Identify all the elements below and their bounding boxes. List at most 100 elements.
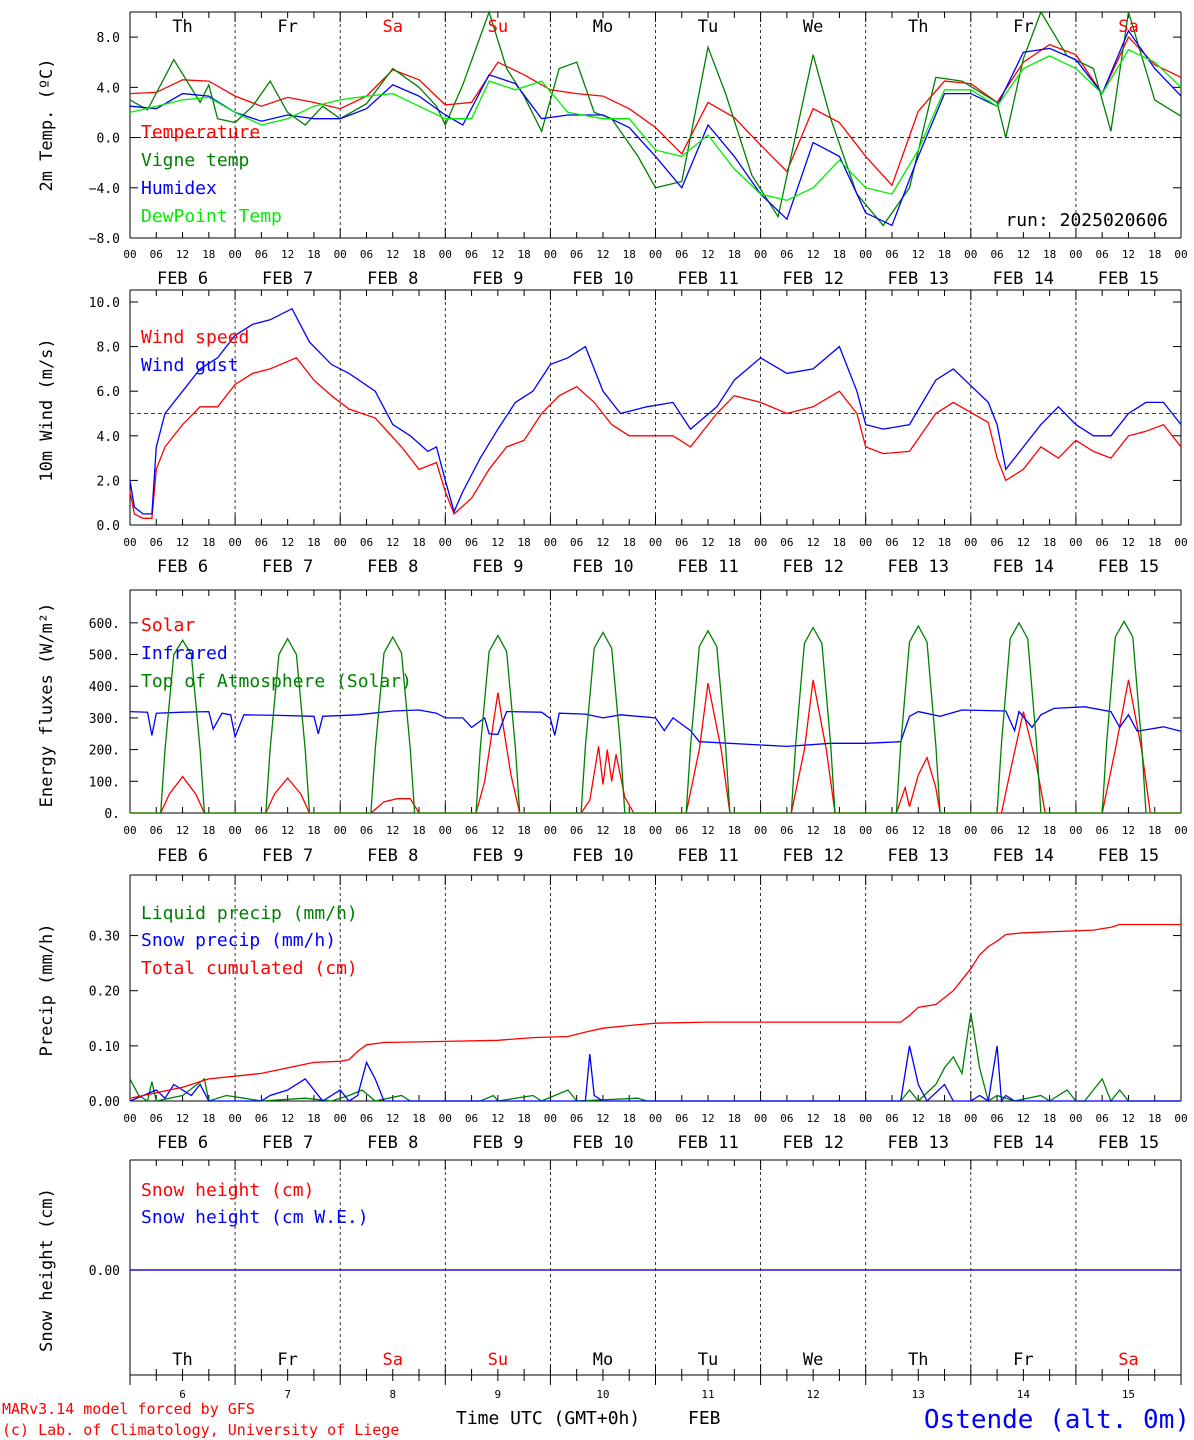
hour-label: 06 (885, 536, 898, 549)
hour-label: 00 (334, 824, 347, 837)
hour-label: 00 (228, 536, 241, 549)
hour-label: 06 (150, 1112, 163, 1125)
weekday-label: Sa (383, 17, 403, 37)
day-number: 14 (1017, 1388, 1031, 1401)
hour-label: 00 (754, 536, 767, 549)
series-line (129, 307, 1182, 515)
hour-label: 12 (1017, 536, 1030, 549)
hour-label: 18 (202, 1112, 215, 1125)
legend-entry: DewPoint Temp (141, 206, 282, 227)
hour-label: 12 (807, 824, 820, 837)
hour-label: 18 (1043, 824, 1056, 837)
hour-label: 00 (964, 248, 977, 261)
hour-label: 00 (964, 536, 977, 549)
date-label: FEB 9 (472, 846, 523, 866)
weekday-label: Su (488, 17, 508, 37)
hour-label: 12 (596, 536, 609, 549)
day-number: 8 (389, 1388, 396, 1401)
hour-label: 00 (754, 1112, 767, 1125)
series-line (129, 29, 1182, 227)
hour-label: 12 (807, 536, 820, 549)
hour-label: 18 (412, 1112, 425, 1125)
y-tick-label: 6.0 (97, 385, 120, 400)
hour-label: 18 (1148, 536, 1161, 549)
hour-label: 18 (623, 824, 636, 837)
date-label: FEB 11 (677, 269, 738, 289)
date-label: FEB 9 (472, 269, 523, 289)
hour-label: 12 (386, 824, 399, 837)
date-label: FEB 6 (157, 557, 208, 577)
date-label: FEB 6 (157, 269, 208, 289)
hour-label: 18 (938, 824, 951, 837)
hour-label: 12 (176, 248, 189, 261)
series-line (130, 679, 1181, 814)
hour-label: 00 (649, 1112, 662, 1125)
hour-label: 00 (649, 824, 662, 837)
hour-label: 00 (439, 248, 452, 261)
hour-label: 06 (885, 1112, 898, 1125)
date-label: FEB 14 (993, 269, 1054, 289)
hour-label: 18 (728, 536, 741, 549)
y-tick-label: 8.0 (97, 341, 120, 356)
hour-label: 00 (649, 536, 662, 549)
legend-entry: Top of Atmosphere (Solar) (141, 671, 412, 692)
series-line (129, 923, 1181, 1099)
date-label: FEB 13 (888, 557, 949, 577)
hour-label: 06 (675, 536, 688, 549)
hour-label: 00 (1174, 1112, 1187, 1125)
hour-label: 06 (885, 248, 898, 261)
weekday-label-bottom: We (803, 1350, 823, 1370)
hour-label: 12 (281, 536, 294, 549)
y-tick-label: 0.0 (97, 132, 120, 147)
hour-label: 00 (228, 1112, 241, 1125)
weekday-label-bottom: Mo (593, 1350, 613, 1370)
station-name: Ostende (alt. 0m) (924, 1405, 1190, 1435)
hour-label: 00 (964, 824, 977, 837)
hour-label: 12 (1122, 824, 1135, 837)
y-tick-label: 100. (89, 775, 120, 790)
hour-label: 06 (675, 824, 688, 837)
date-label: FEB 12 (782, 557, 843, 577)
date-label: FEB 8 (367, 846, 418, 866)
date-label: FEB 8 (367, 269, 418, 289)
hour-label: 00 (228, 248, 241, 261)
date-label: FEB 11 (677, 846, 738, 866)
y-tick-label: 0.10 (89, 1040, 120, 1055)
weekday-label: Fr (1013, 17, 1033, 37)
date-label: FEB 10 (572, 269, 633, 289)
hour-label: 00 (439, 536, 452, 549)
day-number: 15 (1122, 1388, 1135, 1401)
hour-label: 06 (570, 1112, 583, 1125)
hour-label: 00 (1174, 248, 1187, 261)
date-label: FEB 13 (888, 269, 949, 289)
hour-label: 00 (754, 824, 767, 837)
date-label: FEB 15 (1098, 269, 1159, 289)
series-line (129, 9, 1182, 227)
hour-label: 18 (728, 824, 741, 837)
hour-label: 06 (780, 248, 793, 261)
hour-label: 18 (307, 536, 320, 549)
date-label: FEB 7 (262, 846, 313, 866)
hour-label: 18 (1148, 1112, 1161, 1125)
hour-label: 06 (675, 248, 688, 261)
hour-label: 12 (807, 1112, 820, 1125)
hour-label: 00 (334, 248, 347, 261)
run-annotation: run: 2025020606 (1005, 210, 1168, 231)
hour-label: 18 (623, 536, 636, 549)
weekday-label-bottom: Th (172, 1350, 192, 1370)
lab-credit: (c) Lab. of Climatology, University of L… (2, 1421, 399, 1439)
hour-label: 06 (780, 824, 793, 837)
hour-label: 18 (833, 248, 846, 261)
legend-entry: Wind gust (141, 355, 239, 376)
hour-label: 18 (623, 1112, 636, 1125)
hour-label: 12 (491, 248, 504, 261)
hour-label: 18 (518, 536, 531, 549)
day-number: 11 (701, 1388, 714, 1401)
date-label: FEB 6 (157, 1133, 208, 1153)
hour-label: 18 (1043, 248, 1056, 261)
hour-label: 06 (150, 248, 163, 261)
y-tick-label: 0.20 (89, 985, 120, 1000)
hour-label: 18 (518, 1112, 531, 1125)
hour-label: 18 (938, 248, 951, 261)
hour-label: 06 (885, 824, 898, 837)
